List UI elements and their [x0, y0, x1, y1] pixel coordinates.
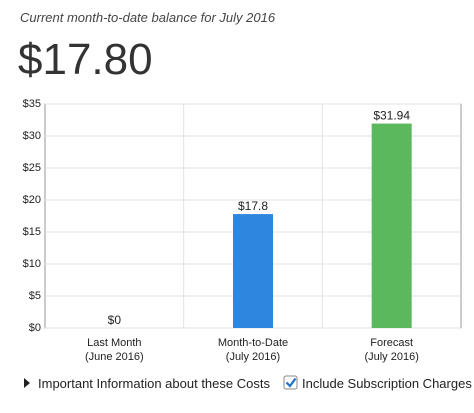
x-tick-label: (July 2016) — [364, 351, 418, 363]
y-tick-label: $20 — [23, 194, 41, 206]
y-tick-label: $25 — [23, 162, 41, 174]
y-tick-label: $35 — [23, 98, 41, 110]
y-tick-label: $5 — [29, 290, 41, 302]
bar — [371, 123, 412, 328]
y-tick-label: $30 — [23, 130, 41, 142]
info-link[interactable]: Important Information about these Costs — [38, 376, 270, 391]
value-label: $17.8 — [238, 199, 268, 213]
value-label: $0 — [108, 313, 122, 327]
bar — [233, 214, 273, 328]
value-label: $31.94 — [373, 109, 410, 123]
y-tick-label: $0 — [29, 322, 41, 334]
x-tick-label: (June 2016) — [85, 351, 144, 363]
y-tick-label: $10 — [23, 258, 41, 270]
x-tick-label: Last Month — [87, 337, 141, 349]
plot: $0 $5 $10 $15 $20 $25 $30 $35 $0 Last Month (June … — [23, 98, 461, 363]
x-tick-label: (July 2016) — [226, 351, 280, 363]
checkbox-label[interactable]: Include Subscription Charges — [302, 376, 472, 391]
checkmark — [285, 377, 297, 388]
x-tick-label: Month-to-Date — [218, 337, 288, 349]
x-tick-label: Forecast — [370, 337, 413, 349]
subtitle: Current month-to-date balance for July 2… — [20, 10, 276, 25]
expand-arrow[interactable] — [24, 378, 30, 388]
balance: $17.80 — [18, 35, 153, 84]
y-tick-label: $15 — [23, 226, 41, 238]
